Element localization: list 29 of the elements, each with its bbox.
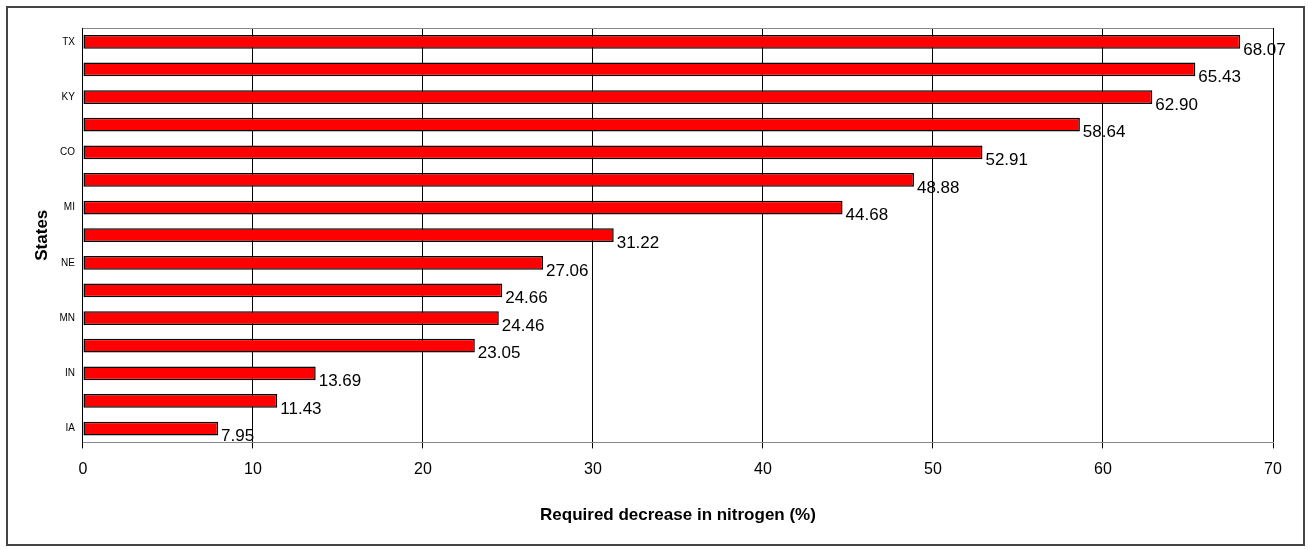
y-tick-label: MN — [59, 311, 75, 323]
x-tick-label: 10 — [244, 460, 262, 478]
y-tick-label: MI — [63, 201, 75, 213]
data-label: 62.90 — [1155, 94, 1198, 114]
data-label: 24.46 — [501, 315, 545, 335]
data-label: 24.66 — [505, 288, 548, 308]
data-label: 44.68 — [845, 205, 889, 225]
y-tick-label: NE — [61, 256, 76, 268]
x-tick-label: 70 — [1264, 460, 1282, 478]
data-label: 65.43 — [1198, 67, 1241, 87]
x-tick-label: 50 — [924, 460, 942, 478]
data-label: 27.06 — [545, 260, 589, 280]
x-axis-title: Required decrease in nitrogen (%) — [540, 505, 816, 525]
x-tick-label: 0 — [78, 460, 88, 478]
x-tick-label: 30 — [584, 460, 602, 478]
x-tick-label: 60 — [1094, 460, 1112, 478]
data-label: 23.05 — [477, 343, 521, 363]
y-tick-label: CO — [59, 146, 76, 158]
data-label: 52.91 — [985, 150, 1029, 170]
data-label: 11.43 — [280, 398, 322, 418]
data-label: 31.22 — [616, 232, 660, 252]
x-tick-label: 20 — [414, 460, 432, 478]
y-tick-label: KY — [61, 90, 76, 102]
y-tick-label: IN — [64, 367, 75, 379]
x-tick-label: 40 — [754, 460, 772, 478]
y-tick-label: TX — [62, 35, 76, 47]
y-tick-label: IA — [65, 422, 76, 434]
data-label: 13.69 — [318, 371, 362, 391]
y-axis-title: States — [31, 209, 51, 261]
